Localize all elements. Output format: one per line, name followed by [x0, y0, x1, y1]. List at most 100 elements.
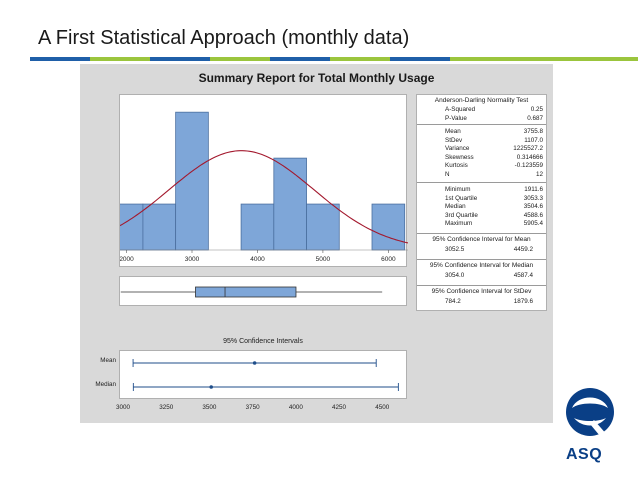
ci-median-low: 3054.0	[445, 272, 465, 279]
normal-curve	[119, 150, 409, 244]
ci-x-tick-label: 3500	[202, 404, 217, 411]
report-title: Summary Report for Total Monthly Usage	[198, 71, 435, 85]
divider-segment	[390, 57, 450, 61]
histogram-bar	[240, 203, 275, 251]
stat-row: A-Squared 0.25	[417, 106, 546, 115]
stat-row: P-Value 0.687	[417, 115, 546, 124]
ci-stdev-header: 95% Confidence Interval for StDev	[431, 288, 532, 295]
stat-label: 3rd Quartile	[445, 211, 478, 219]
histogram-svg: 2000 3000 4000 5000 6000	[109, 111, 409, 263]
ci-center-point	[252, 361, 257, 365]
stat-value: 0.687	[527, 114, 543, 122]
stat-label: Kurtosis	[445, 162, 468, 169]
stat-value: 1911.6	[524, 186, 543, 193]
title-divider	[30, 57, 638, 61]
stat-row: Variance 1225527.2	[417, 145, 546, 154]
histogram-bar	[109, 203, 144, 251]
stat-row: 1st Quartile 3053.3	[417, 195, 546, 204]
ci-stdev-high: 1879.6	[513, 298, 533, 305]
divider-segment	[90, 57, 150, 61]
stat-label: Median	[445, 203, 466, 210]
ci-mean-high: 4459.2	[513, 246, 533, 253]
stat-row: Maximum 5905.4	[417, 220, 546, 229]
ci-mean-header: 95% Confidence Interval for Mean	[432, 236, 531, 243]
normality-header: Anderson-Darling Normality Test	[434, 97, 529, 104]
stat-value: 3755.8	[523, 128, 543, 135]
box-iqr	[195, 286, 297, 298]
stat-label: Variance	[445, 145, 470, 152]
ci-x-tick-label: 4250	[332, 404, 347, 411]
boxplot	[119, 276, 407, 306]
ci-center-point	[209, 385, 214, 389]
histogram-bar	[273, 157, 307, 251]
stat-value: -0.123559	[514, 162, 543, 169]
divider-segment	[30, 57, 90, 61]
ci-stdev-section: 95% Confidence Interval for StDev 784.2 1…	[417, 286, 546, 310]
ci-mean-section: 95% Confidence Interval for Mean 3052.5 4…	[417, 234, 546, 260]
stat-value: 3504.6	[523, 203, 543, 210]
x-tick-label: 5000	[316, 256, 331, 263]
ci-x-tick-label: 3000	[116, 404, 131, 411]
ci-x-tick-label: 3250	[159, 404, 174, 411]
ci-category-label: Mean	[100, 357, 116, 364]
histogram-bar	[175, 111, 209, 251]
boxplot-svg	[120, 286, 383, 298]
ci-x-tick-label: 4500	[375, 404, 390, 411]
slide-title: A First Statistical Approach (monthly da…	[38, 27, 410, 49]
x-tick-label: 3000	[185, 256, 200, 263]
ci-chart-title: 95% Confidence Intervals	[223, 338, 303, 345]
normality-section: Anderson-Darling Normality Test A-Square…	[417, 95, 546, 125]
stat-row: Minimum 1911.6	[417, 186, 546, 195]
histogram-bar	[306, 203, 340, 251]
stat-row: Skewness 0.314666	[417, 154, 546, 163]
ci-category-label: Median	[95, 381, 116, 388]
stat-label: Skewness	[445, 153, 474, 161]
divider-segment	[270, 57, 330, 61]
logo-text: ASQ	[566, 446, 603, 463]
asq-logo-icon	[566, 388, 614, 436]
divider-segment	[450, 57, 638, 61]
stat-value: 5905.4	[523, 220, 543, 227]
summary-report-panel: Summary Report for Total Monthly Usage 2…	[80, 64, 553, 423]
stat-row: N 12	[417, 171, 546, 180]
x-tick-label: 4000	[250, 256, 265, 263]
moments-section: Mean 3755.8 StDev 1107.0 Variance 1225527.2 Sk…	[417, 125, 546, 183]
stat-value: 12	[535, 170, 543, 178]
ci-x-tick-label: 3750	[246, 404, 261, 411]
stat-row: Kurtosis -0.123559	[417, 162, 546, 171]
ci-axis: 3000 3250 3500 3750 4000 4250 4500	[116, 404, 390, 411]
stat-label: Maximum	[445, 220, 473, 227]
histogram-bar	[371, 203, 406, 251]
ci-stdev-low: 784.2	[445, 298, 461, 305]
stat-label: StDev	[445, 136, 463, 144]
quartiles-section: Minimum 1911.6 1st Quartile 3053.3 Median 350…	[417, 183, 546, 234]
stat-value: 1225527.2	[513, 145, 543, 152]
stat-value: 4588.6	[523, 211, 543, 219]
stat-row: 3rd Quartile 4588.6	[417, 212, 546, 221]
ci-mean-low: 3052.5	[445, 246, 465, 253]
histogram-bar	[142, 203, 177, 251]
x-tick-label: 6000	[381, 256, 396, 263]
ci-median-section: 95% Confidence Interval for Median 3054.…	[417, 260, 546, 286]
stat-value: 0.314666	[516, 153, 543, 161]
ci-plot	[119, 350, 407, 399]
stat-label: A-Squared	[445, 106, 476, 113]
stat-label: Minimum	[445, 186, 471, 193]
x-tick-label: 2000	[120, 256, 134, 263]
stat-row: Mean 3755.8	[417, 128, 546, 137]
statistics-table: Anderson-Darling Normality Test A-Square…	[416, 94, 547, 311]
stat-value: 3053.3	[523, 194, 543, 202]
histogram-plot: 2000 3000 4000 5000 6000	[109, 94, 409, 267]
stat-value: 1107.0	[524, 136, 543, 144]
ci-x-tick-label: 4000	[289, 404, 304, 411]
divider-segment	[150, 57, 210, 61]
stat-value: 0.25	[530, 106, 543, 113]
stat-label: 1st Quartile	[445, 194, 478, 202]
stat-row: Median 3504.6	[417, 203, 546, 212]
ci-svg	[132, 359, 399, 391]
ci-median-header: 95% Confidence Interval for Median	[429, 262, 534, 269]
divider-segment	[330, 57, 390, 61]
stat-label: N	[445, 170, 450, 178]
ci-median-high: 4587.4	[513, 272, 533, 279]
